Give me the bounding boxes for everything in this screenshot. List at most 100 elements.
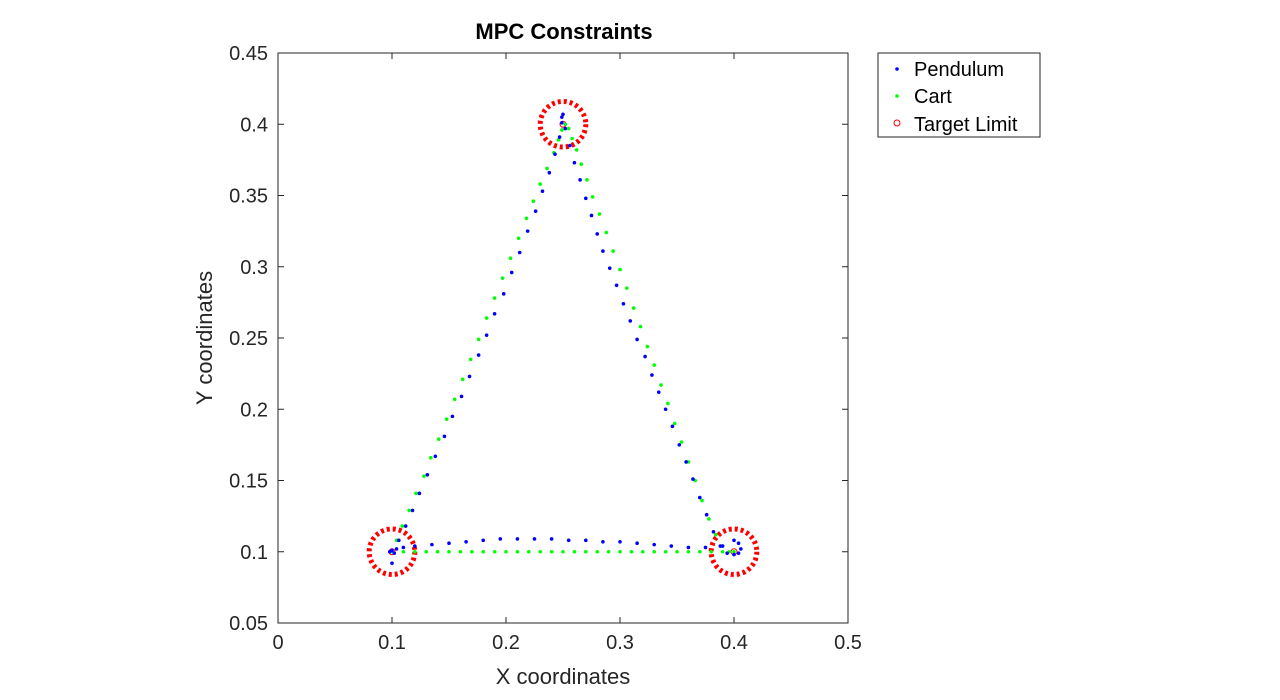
cart-point	[524, 216, 529, 221]
pendulum-point	[459, 394, 464, 399]
cart-point	[572, 549, 577, 554]
pendulum-point	[417, 491, 422, 496]
cart-point	[585, 178, 589, 182]
pendulum-point	[725, 551, 729, 555]
cart-point	[625, 286, 629, 290]
cart-point	[424, 549, 429, 554]
cart-point	[414, 491, 418, 496]
cart-point	[401, 549, 406, 554]
pendulum-point	[498, 537, 503, 541]
cart-point	[631, 306, 636, 310]
cart-point	[428, 455, 433, 460]
pendulum-point	[691, 477, 695, 481]
pendulum-point	[703, 545, 708, 550]
pendulum-point	[549, 537, 554, 541]
pendulum-point	[525, 229, 530, 233]
pendulum-point	[739, 547, 743, 551]
pendulum-point	[476, 353, 481, 357]
cart-point	[492, 549, 497, 554]
cart-point	[590, 195, 595, 199]
cart-point	[666, 401, 670, 406]
cart-point	[516, 236, 521, 241]
cart-point	[679, 440, 684, 444]
y-tick-label: 0.1	[240, 542, 268, 564]
cart-point	[458, 549, 463, 554]
cart-point	[556, 138, 561, 142]
cart-point	[508, 256, 513, 261]
cart-point	[492, 296, 497, 300]
pendulum-point	[578, 178, 582, 182]
x-tick-label: 0.1	[378, 632, 406, 654]
pendulum-point	[410, 508, 415, 513]
x-tick-label: 0.5	[834, 632, 862, 654]
cart-point	[538, 549, 542, 554]
pendulum-point	[553, 152, 557, 156]
cart-point	[447, 549, 451, 554]
pendulum-point	[684, 460, 688, 464]
cart-point	[618, 267, 622, 272]
cart-point	[444, 417, 449, 422]
cart-point	[618, 549, 622, 554]
cart-point	[652, 363, 656, 367]
pendulum-point	[677, 443, 682, 447]
y-tick-label: 0.4	[240, 114, 268, 136]
cart-point	[560, 128, 564, 132]
cart-point	[641, 549, 645, 554]
cart-point	[527, 549, 531, 554]
pendulum-point	[732, 538, 736, 543]
y-tick-label: 0.25	[229, 328, 268, 350]
pendulum-point	[450, 414, 455, 419]
cart-point	[709, 549, 713, 554]
x-axis-label: X coordinates	[496, 664, 631, 689]
cart-point	[436, 437, 441, 441]
pendulum-point	[704, 512, 709, 517]
pendulum-point	[736, 541, 741, 545]
pendulum-point	[698, 495, 702, 500]
pendulum-point	[601, 249, 605, 253]
cart-point	[566, 126, 571, 131]
cart-point	[531, 199, 536, 203]
pendulum-point	[442, 434, 447, 439]
pendulum-point	[628, 319, 633, 323]
pendulum-point	[643, 354, 647, 359]
pendulum-point	[732, 552, 736, 557]
pendulum-point	[584, 196, 588, 201]
legend-label-target-limit: Target Limit	[914, 114, 1018, 136]
pendulum-point	[568, 143, 572, 148]
pendulum-point	[392, 551, 397, 555]
pendulum-point	[492, 311, 497, 316]
pendulum-point	[614, 283, 619, 288]
pendulum-point	[635, 337, 639, 342]
x-tick-label: 0	[272, 632, 283, 654]
cart-point	[645, 344, 650, 349]
cart-point	[720, 549, 725, 554]
pendulum-point	[686, 545, 691, 550]
cart-point	[604, 230, 609, 235]
cart-point	[698, 549, 702, 554]
target-limit-ring	[537, 98, 589, 150]
cart-point	[481, 549, 486, 554]
pendulum-point	[390, 561, 394, 565]
legend-marker-cart	[895, 94, 899, 98]
pendulum-point	[464, 539, 468, 544]
cart-point	[659, 383, 663, 387]
cart-point	[579, 162, 584, 166]
target-limit-ring	[708, 526, 760, 578]
legend-label-pendulum: Pendulum	[914, 59, 1004, 81]
pendulum-point	[481, 538, 486, 543]
legend-marker-pendulum	[895, 67, 899, 71]
pendulum-point	[425, 473, 430, 477]
pendulum-point	[584, 538, 588, 543]
pendulum-point	[589, 213, 594, 218]
pendulum-point	[595, 232, 599, 236]
cart-point	[422, 474, 426, 479]
legend: Pendulum Cart Target Limit	[877, 52, 1041, 138]
cart-point	[435, 549, 440, 554]
pendulum-point	[560, 121, 564, 125]
cart-point	[549, 549, 554, 554]
cart-point	[407, 508, 411, 513]
pendulum-point	[736, 551, 741, 555]
pendulum-point	[652, 542, 656, 547]
cart-point	[663, 549, 668, 554]
